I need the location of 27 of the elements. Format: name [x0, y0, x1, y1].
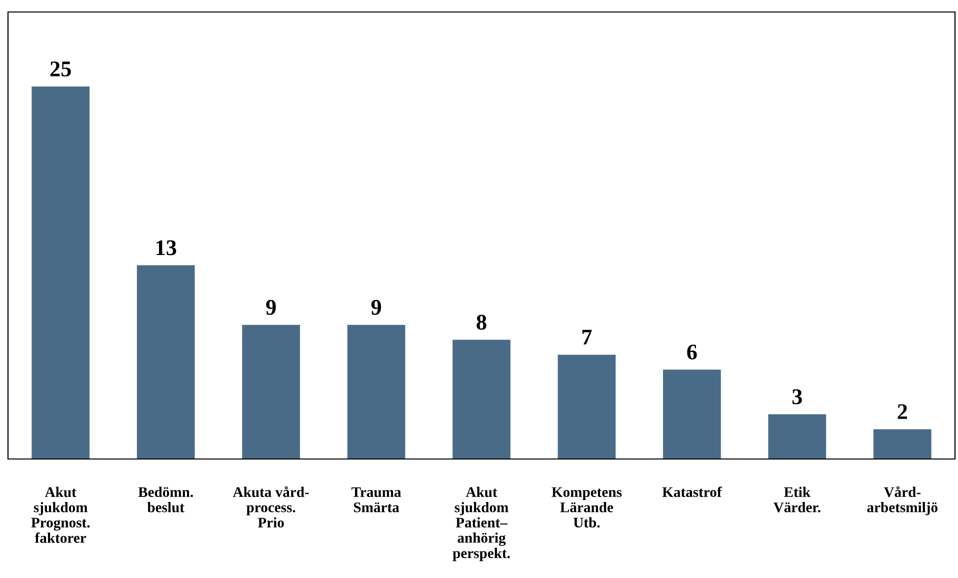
data-label: 9: [266, 300, 276, 315]
data-label: 2: [898, 404, 907, 419]
bar: [558, 354, 616, 459]
bar: [136, 265, 195, 459]
x-tick-label: Bedömn. beslut: [138, 486, 193, 512]
data-label: 7: [582, 330, 592, 344]
data-label: 6: [687, 344, 697, 360]
bar: [663, 370, 721, 459]
bar: [242, 324, 300, 459]
data-label: 3: [792, 389, 802, 404]
x-tick-label: Akut sjukdom Patient– anhörig perspekt.: [452, 486, 510, 562]
bar: [873, 429, 932, 459]
x-tick-label: Etik Värder.: [773, 486, 820, 512]
bar: [347, 324, 406, 459]
bar: [452, 340, 510, 459]
bar: [768, 414, 826, 459]
x-tick-label: Akut sjukdom Prognost. faktorer: [31, 486, 90, 543]
data-label: 8: [476, 314, 486, 330]
x-tick-label: Vård- arbetsmiljö: [867, 486, 938, 516]
x-tick-label: Kompetens Lärande Utb.: [552, 487, 622, 528]
data-label: 9: [371, 300, 382, 315]
bar: [32, 86, 90, 459]
x-tick-label: Trauma Smärta: [352, 487, 402, 512]
x-tick-label: Akuta vård- process. Prio: [232, 486, 309, 528]
x-tick-label: Katastrof: [662, 486, 722, 498]
data-label: 13: [156, 240, 176, 256]
data-label: 25: [50, 61, 71, 76]
